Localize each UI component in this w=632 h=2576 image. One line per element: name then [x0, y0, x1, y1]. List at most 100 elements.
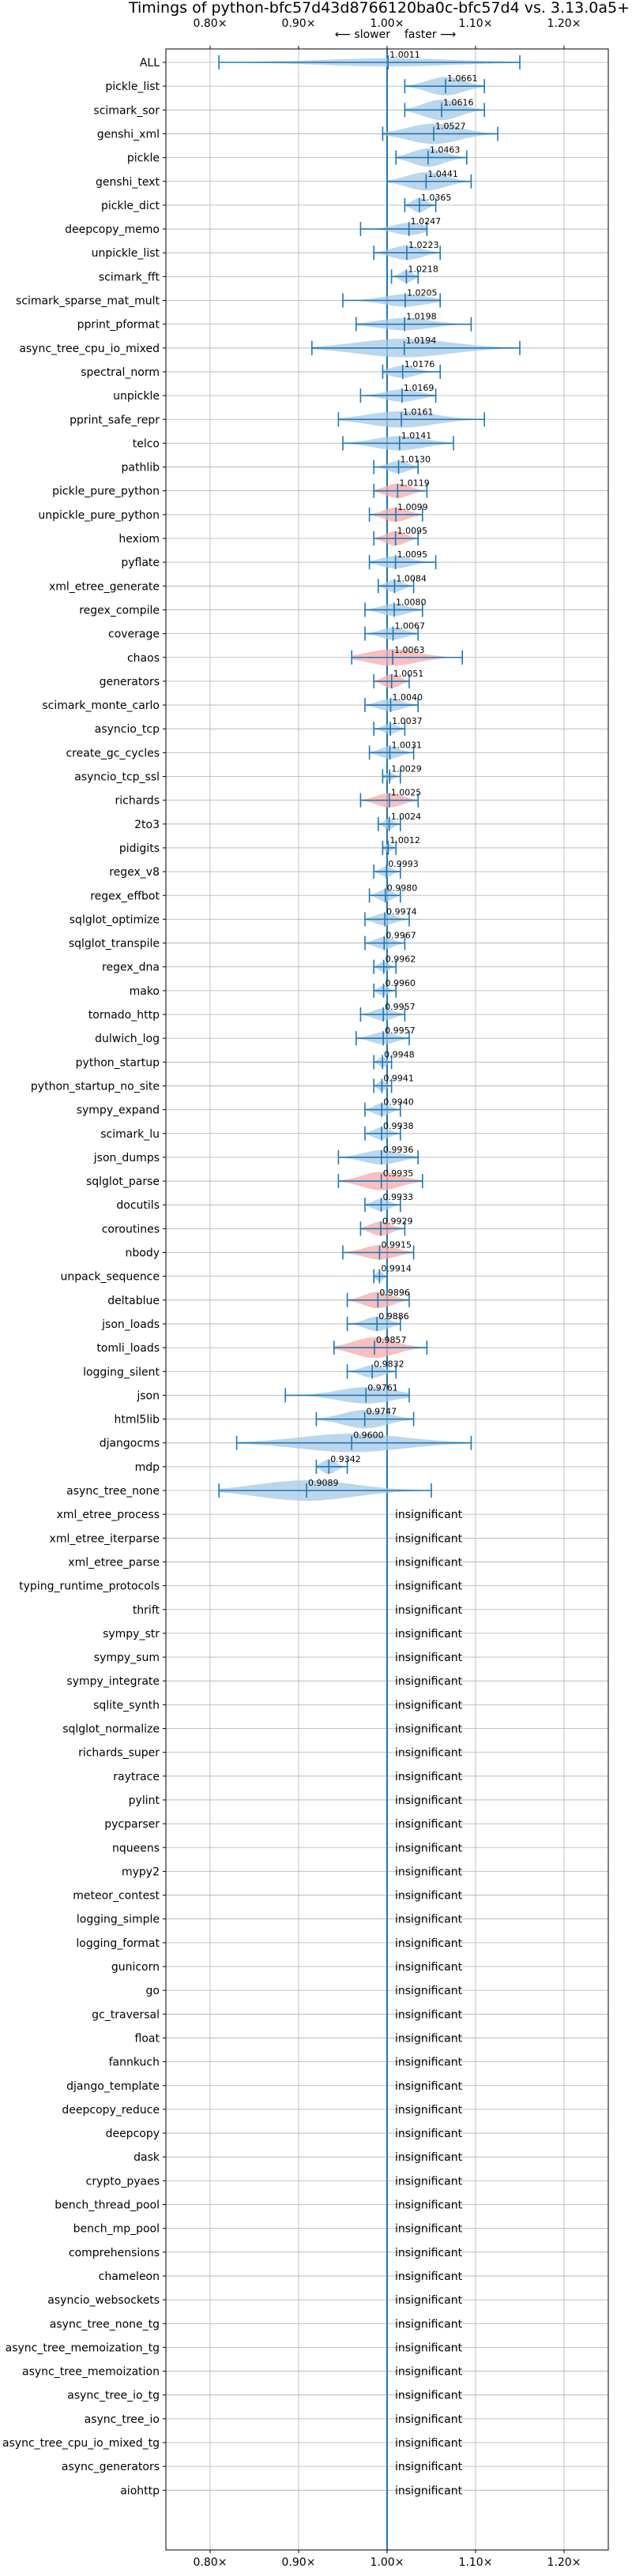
benchmark-label: deepcopy_reduce [62, 2104, 160, 2117]
value-label: 0.9915 [381, 1240, 411, 1251]
insignificant-label: insignificant [395, 1556, 463, 1569]
value-label: 1.0616 [443, 97, 474, 107]
value-label: 1.0223 [408, 240, 439, 250]
insignificant-label: insignificant [395, 2461, 463, 2473]
benchmark-label: sqlite_synth [93, 1699, 160, 1712]
value-label: 1.0012 [389, 835, 420, 846]
benchmark-label: chameleon [99, 2270, 160, 2283]
insignificant-label: insignificant [395, 2294, 463, 2307]
value-label: 0.9600 [353, 1430, 384, 1441]
benchmark-label: nbody [126, 1247, 160, 1260]
benchmark-label: bench_mp_pool [73, 2223, 160, 2236]
benchmark-label: deepcopy_memo [65, 223, 160, 236]
benchmark-label: xml_etree_parse [68, 1556, 160, 1569]
value-label: 1.0011 [389, 50, 420, 60]
benchmark-label: deepcopy [106, 2128, 160, 2140]
benchmark-label: genshi_text [96, 176, 160, 189]
insignificant-label: insignificant [395, 1937, 463, 1950]
benchmark-label: sympy_expand [77, 1104, 160, 1117]
x-tick-label-bottom: 1.00× [371, 2556, 404, 2569]
value-label: 0.9980 [387, 883, 418, 893]
benchmark-label: unpickle_list [92, 247, 160, 260]
benchmark-label: pickle [127, 152, 160, 165]
value-label: 1.0095 [397, 549, 428, 560]
benchmark-label: scimark_sparse_mat_mult [16, 295, 160, 308]
benchmark-label: genshi_xml [97, 128, 160, 141]
value-label: 1.0031 [391, 740, 422, 750]
value-label: 0.9089 [308, 1478, 339, 1488]
benchmark-label: pickle_dict [101, 200, 160, 212]
insignificant-label: insignificant [395, 1771, 463, 1783]
insignificant-label: insignificant [395, 2080, 463, 2093]
value-label: 1.0080 [396, 597, 426, 607]
benchmark-label: coroutines [102, 1223, 160, 1236]
value-label: 1.0051 [393, 669, 424, 679]
benchmark-label: gunicorn [111, 1961, 160, 1974]
benchmark-label: async_tree_cpu_io_mixed_tg [2, 2437, 160, 2450]
benchmark-label: spectral_norm [81, 366, 160, 379]
benchmark-label: sqlglot_parse [86, 1176, 160, 1188]
insignificant-label: insignificant [395, 2484, 463, 2497]
benchmark-label: bench_thread_pool [55, 2199, 160, 2212]
benchmark-label: json_loads [101, 1318, 160, 1331]
insignificant-label: insignificant [395, 1865, 463, 1878]
benchmark-label: scimark_lu [100, 1128, 160, 1141]
insignificant-label: insignificant [395, 1580, 463, 1593]
benchmark-label: json_dumps [93, 1152, 160, 1164]
value-label: 1.0067 [395, 621, 426, 632]
value-label: 0.9962 [386, 954, 416, 965]
benchmark-label: ALL [140, 57, 160, 69]
benchmark-label: deltablue [107, 1295, 160, 1307]
value-label: 0.9938 [383, 1121, 414, 1131]
insignificant-label: insignificant [395, 1628, 463, 1640]
value-label: 0.9993 [388, 859, 419, 869]
benchmark-label: async_tree_none [66, 1485, 160, 1498]
value-label: 0.9948 [384, 1049, 415, 1059]
benchmark-label: comprehensions [69, 2247, 160, 2259]
insignificant-label: insignificant [395, 2151, 463, 2164]
value-label: 0.9940 [383, 1097, 414, 1108]
value-label: 0.9761 [367, 1382, 398, 1393]
benchmark-label: logging_silent [83, 1366, 160, 1378]
plot-frame [165, 48, 609, 2551]
benchmark-label: unpickle_pure_python [38, 509, 160, 522]
benchmark-label: float [135, 2032, 160, 2045]
value-label: 0.9974 [386, 906, 417, 917]
benchmark-label: async_tree_io [85, 2413, 160, 2426]
benchmark-label: asyncio_tcp [95, 723, 160, 736]
benchmark-label: crypto_pyaes [86, 2175, 160, 2188]
benchmark-label: json [136, 1389, 160, 1402]
insignificant-label: insignificant [395, 2128, 463, 2140]
value-label: 0.9960 [386, 978, 416, 988]
value-label: 1.0024 [391, 812, 422, 822]
insignificant-label: insignificant [395, 2175, 463, 2188]
insignificant-label: insignificant [395, 2318, 463, 2330]
value-label: 1.0119 [399, 478, 430, 489]
benchmark-label: regex_effbot [90, 890, 160, 902]
value-label: 0.9857 [376, 1335, 407, 1345]
faster-label: faster ⟶ [404, 28, 456, 41]
error-bars [218, 55, 521, 1498]
benchmark-label: sqlglot_normalize [62, 1723, 160, 1736]
value-label: 0.9886 [378, 1311, 409, 1322]
value-label: 1.0247 [411, 216, 442, 227]
insignificant-label: insignificant [395, 2032, 463, 2045]
value-label: 0.9896 [379, 1288, 410, 1298]
benchmark-label: mako [130, 985, 160, 998]
benchmark-label: sqlglot_optimize [70, 913, 160, 926]
benchmark-label: async_tree_io_tg [67, 2390, 160, 2402]
insignificant-label: insignificant [395, 2247, 463, 2259]
benchmark-label: sympy_sum [94, 1652, 160, 1664]
value-label: 1.0527 [435, 121, 466, 131]
benchmark-label: nqueens [112, 1842, 160, 1854]
insignificant-label: insignificant [395, 1723, 463, 1736]
benchmark-label: meteor_contest [73, 1890, 160, 1903]
insignificant-label: insignificant [395, 1818, 463, 1831]
x-tick-label-bottom: 1.10× [459, 2556, 493, 2569]
benchmark-label: tornado_http [88, 1009, 160, 1022]
insignificant-label: insignificant [395, 1509, 463, 1521]
value-label: 1.0095 [397, 526, 428, 536]
value-label: 0.9914 [381, 1264, 412, 1274]
benchmark-label: pathlib [122, 462, 160, 474]
